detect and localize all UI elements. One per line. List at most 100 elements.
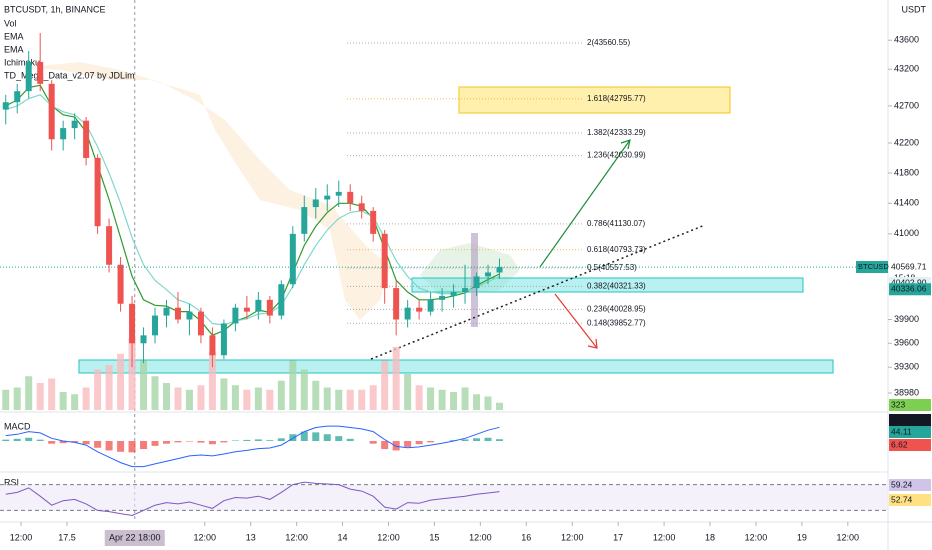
volume-bar <box>243 389 251 410</box>
volume-bar <box>335 389 343 410</box>
x-tick-label: 12:00 <box>194 532 217 542</box>
x-tick-label: 19 <box>797 532 807 542</box>
y-tick-label: 41000 <box>894 228 919 238</box>
volume-bar <box>2 389 10 410</box>
volume-bar <box>254 387 262 410</box>
candle-body <box>71 120 78 129</box>
candle-body <box>358 203 365 211</box>
volume-bar <box>404 374 412 410</box>
legend: BTCUSDT, 1h, BINANCE Vol EMA EMA Ichimok… <box>4 4 135 487</box>
volume-bar <box>174 387 182 410</box>
volume-bar <box>82 387 90 410</box>
macd-hist <box>427 441 435 443</box>
volume-bar <box>197 385 205 410</box>
macd-line <box>5 425 500 468</box>
volume-bar <box>300 369 308 410</box>
candle-body <box>427 299 434 312</box>
macd-badge-label: 6.62 <box>891 439 908 449</box>
candle-body <box>370 210 377 234</box>
macd-hist <box>404 441 412 447</box>
support-zone <box>411 277 804 293</box>
volume-bar <box>13 387 21 410</box>
volume-bar <box>128 338 136 410</box>
macd-hist <box>2 439 10 441</box>
volume-bar <box>312 380 320 410</box>
macd-hist <box>185 441 193 442</box>
candle-body <box>439 295 446 300</box>
macd-hist <box>48 441 56 444</box>
x-tick-label: 12:00 <box>745 532 768 542</box>
volume-bar <box>323 387 331 410</box>
y-tick-label: 39300 <box>894 362 919 372</box>
x-tick-label: 12:00 <box>561 532 584 542</box>
legend-item: EMA <box>4 31 24 41</box>
volume-bar <box>461 387 469 410</box>
candle-body <box>335 191 342 196</box>
volume-badge-label: 323 <box>891 399 905 409</box>
macd-hist <box>335 436 343 441</box>
candle-body <box>220 323 227 356</box>
volume-bar <box>346 389 354 410</box>
volume-bar <box>48 378 56 410</box>
volume-bar <box>208 351 216 410</box>
volume-bar <box>496 402 503 410</box>
macd-hist <box>71 441 79 443</box>
macd-hist <box>25 437 33 441</box>
candle-body <box>266 299 273 316</box>
candle-body <box>117 264 124 304</box>
candle-body <box>174 307 181 320</box>
volume-bar <box>36 383 44 410</box>
macd-hist <box>266 440 274 441</box>
macd-hist <box>105 441 113 451</box>
macd-hist <box>231 440 239 441</box>
x-tick-label: 13 <box>246 532 256 542</box>
x-tick-label: 14 <box>338 532 348 542</box>
crosshair-badge <box>104 530 165 546</box>
candle-body <box>25 61 32 92</box>
y-tick-label: 42200 <box>894 137 919 147</box>
macd-hist <box>277 438 285 441</box>
macd-hist <box>300 431 308 441</box>
price-badge-label: 40336.06 <box>891 284 927 294</box>
fib-label: 1.382(42333.29) <box>587 128 646 137</box>
candle-body <box>163 307 170 316</box>
y-tick-label: 43200 <box>894 64 919 74</box>
symbol-badge-label: BTCUSDT <box>858 262 894 271</box>
candle-body <box>255 299 262 312</box>
candle-body <box>450 292 457 296</box>
macd-hist <box>59 441 67 444</box>
candle-body <box>312 199 319 208</box>
symbol-badge <box>856 261 888 273</box>
volume-bar <box>427 387 435 410</box>
candle-body <box>301 207 308 234</box>
rsi-badge <box>889 479 931 491</box>
macd-hist <box>94 441 102 448</box>
currency-label: USDT <box>902 4 927 14</box>
y-tick-label: 41400 <box>894 198 919 208</box>
macd-hist <box>473 438 481 441</box>
candle-body <box>485 272 492 277</box>
volume-bar <box>231 385 239 410</box>
candle-body <box>393 288 400 320</box>
candle-body <box>209 335 216 356</box>
rsi-band-fill <box>0 484 888 511</box>
macd-hist <box>36 439 44 441</box>
volume-bar <box>381 360 389 410</box>
x-tick-label: 17 <box>613 532 623 542</box>
volume-bar <box>450 392 458 410</box>
x-tick-label: 15 <box>429 532 439 542</box>
macd-hist <box>254 439 262 441</box>
y-tick-label: 41800 <box>894 167 919 177</box>
fib-label: 0.148(39852.77) <box>587 318 646 327</box>
y-tick-label: 42700 <box>894 100 919 110</box>
macd-hist <box>289 434 297 441</box>
x-tick-label: 12:00 <box>469 532 492 542</box>
macd-hist <box>174 441 182 443</box>
x-tick-label: 16 <box>521 532 531 542</box>
x-tick-label: 12:00 <box>285 532 308 542</box>
volume-bar <box>438 389 446 410</box>
candle-body <box>462 288 469 293</box>
fib-label: 1.618(42795.77) <box>587 94 646 103</box>
candle-body <box>416 307 423 312</box>
y-tick-label: 39900 <box>894 314 919 324</box>
